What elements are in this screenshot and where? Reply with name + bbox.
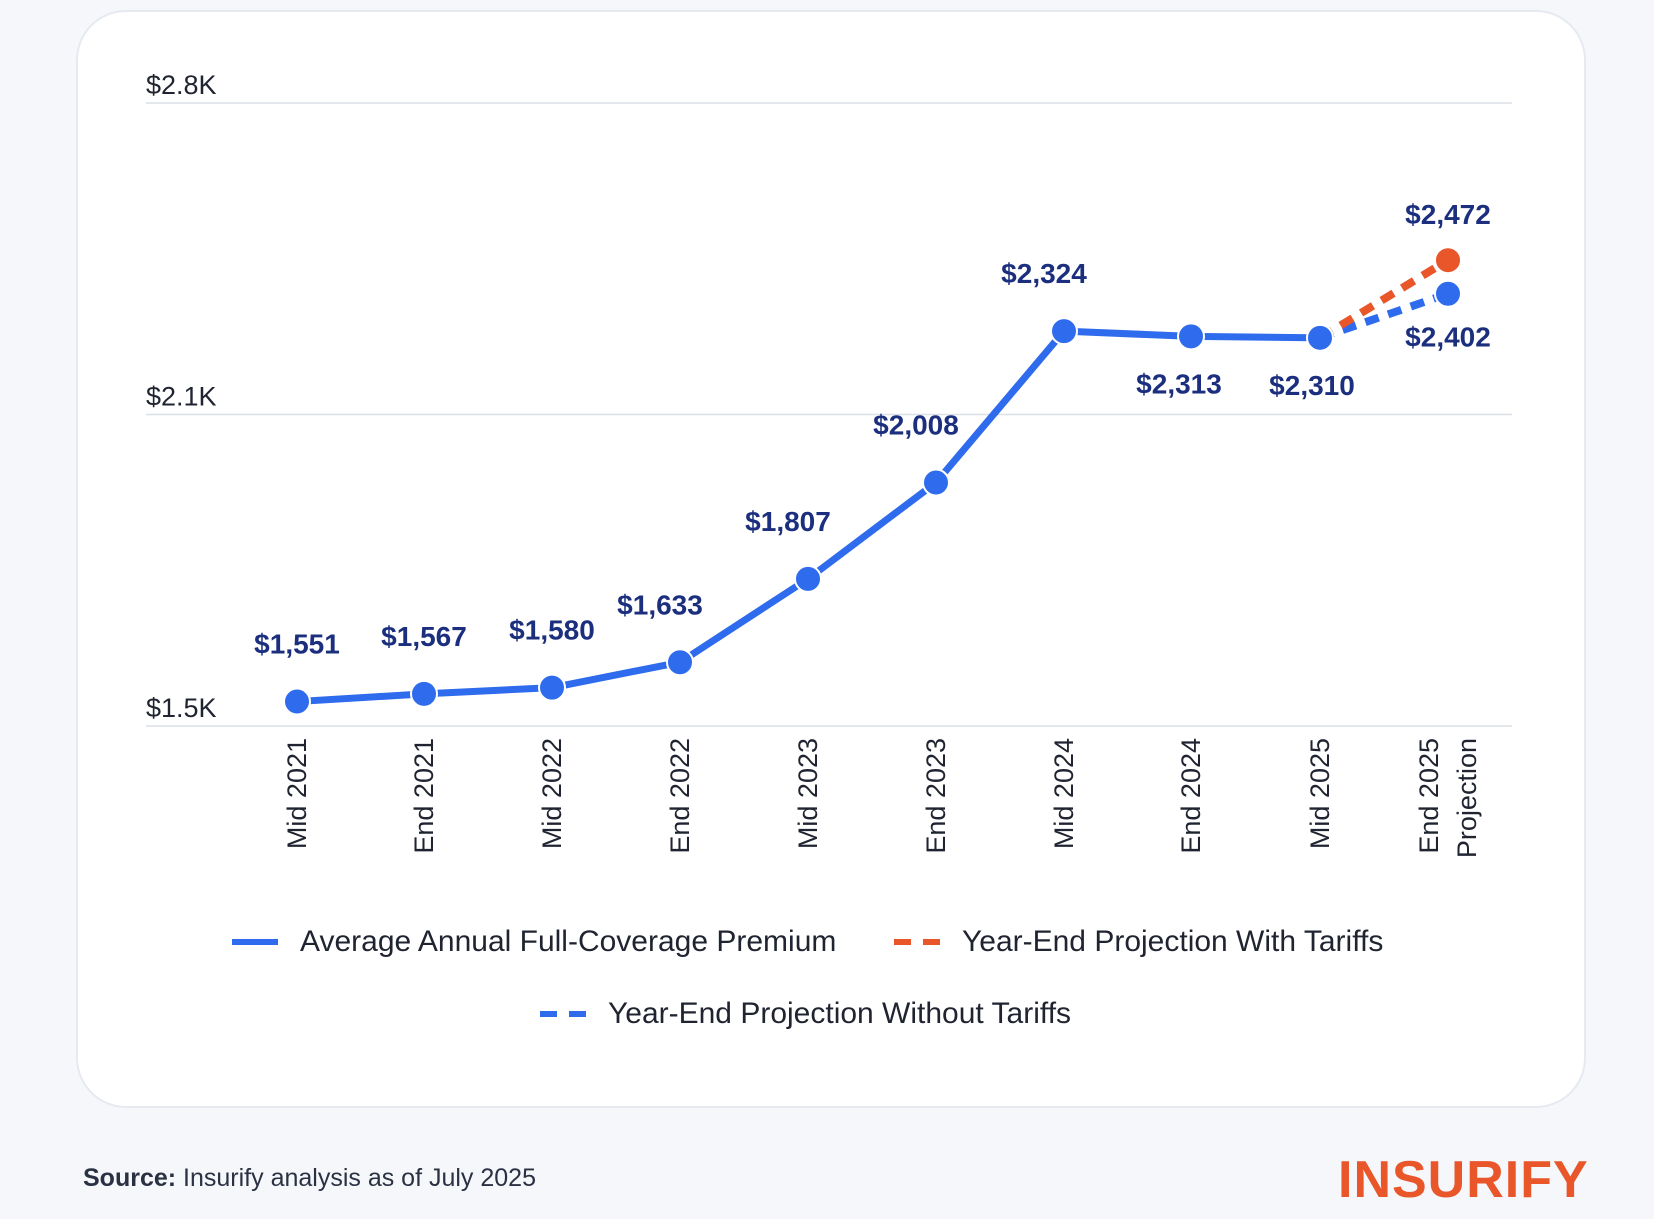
legend-label: Year-End Projection With Tariffs: [962, 925, 1384, 958]
data-point: [283, 687, 311, 716]
legend-swatch-solid: [232, 939, 278, 945]
x-tick-label: Mid 2024: [1049, 738, 1079, 849]
data-label: $1,633: [617, 589, 703, 620]
x-tick-label: End 2021: [409, 738, 439, 854]
y-tick-label: $1.5K: [146, 693, 217, 723]
x-tick-sublabel: Projection: [1452, 738, 1482, 858]
data-label: $1,580: [509, 615, 595, 646]
data-point: [1050, 317, 1078, 346]
data-label: $2,310: [1269, 370, 1355, 401]
legend-item-without-tariffs: Year-End Projection Without Tariffs: [540, 997, 1071, 1031]
data-label: $1,551: [254, 629, 340, 660]
data-label: $2,402: [1405, 322, 1491, 353]
data-point: [1434, 246, 1462, 275]
source-note: Source: Insurify analysis as of July 202…: [83, 1164, 536, 1193]
data-point: [1306, 323, 1334, 352]
legend-item-with-tariffs: Year-End Projection With Tariffs: [894, 925, 1383, 959]
data-label: $2,472: [1405, 199, 1491, 230]
data-point: [1177, 322, 1205, 351]
legend-swatch-dashed-blue: [540, 1011, 586, 1017]
x-tick-label: Mid 2021: [282, 738, 312, 849]
source-label: Source:: [83, 1164, 177, 1192]
legend-item-premium: Average Annual Full-Coverage Premium: [232, 925, 836, 959]
x-tick-label: Mid 2025: [1305, 738, 1335, 849]
projection-line: [1317, 256, 1451, 342]
insurify-logo: INSURIFY: [1338, 1151, 1589, 1209]
data-label: $1,807: [745, 506, 831, 537]
x-tick-label: End 2024: [1176, 738, 1206, 854]
legend-label: Average Annual Full-Coverage Premium: [300, 925, 837, 958]
x-tick-label: End 2022: [665, 738, 695, 854]
source-text: Insurify analysis as of July 2025: [176, 1164, 536, 1192]
y-tick-label: $2.1K: [146, 382, 217, 412]
data-point: [410, 679, 438, 708]
data-label: $2,313: [1136, 368, 1222, 399]
x-tick-label: End 2023: [921, 738, 951, 854]
data-point: [1434, 279, 1462, 308]
y-tick-label: $2.8K: [146, 70, 217, 100]
x-tick-label: End 2025: [1414, 738, 1444, 854]
data-label: $2,324: [1001, 258, 1087, 289]
x-tick-label: Mid 2022: [537, 738, 567, 849]
legend-label: Year-End Projection Without Tariffs: [608, 997, 1072, 1030]
data-point: [922, 468, 950, 497]
data-label: $1,567: [381, 621, 467, 652]
x-tick-label: Mid 2023: [793, 738, 823, 849]
data-point: [794, 564, 822, 593]
data-point: [538, 673, 566, 702]
data-point: [666, 648, 694, 677]
legend-swatch-dashed-orange: [894, 939, 940, 945]
data-label: $2,008: [873, 410, 959, 441]
